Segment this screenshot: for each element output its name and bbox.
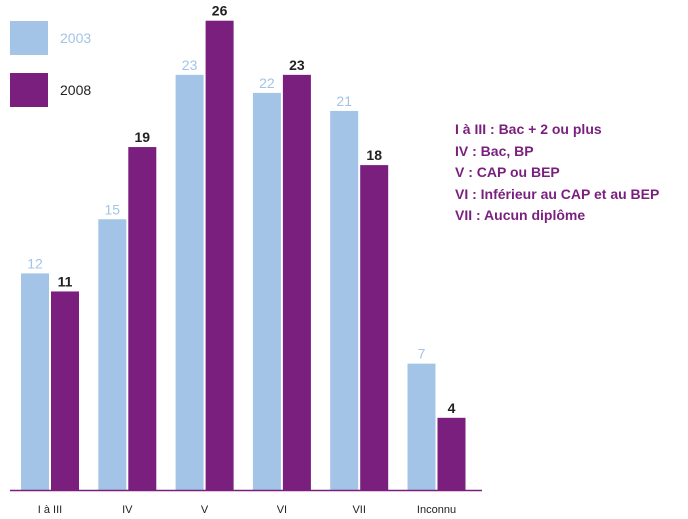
legend-label-2008: 2008	[60, 82, 92, 98]
legend-swatch-2003	[10, 21, 48, 55]
x-tick-label: VII	[352, 504, 365, 516]
data-label-2008-I à III: 11	[58, 273, 73, 289]
data-label-2003-Inconnu: 7	[418, 346, 426, 362]
bar-2008-IV	[128, 147, 157, 491]
note-line: IV : Bac, BP	[455, 142, 534, 159]
bar-2008-V	[205, 20, 234, 490]
bar-2003-VII	[330, 110, 359, 490]
bar-2003-V	[175, 74, 204, 490]
data-label-2003-I à III: 12	[27, 255, 43, 271]
bar-2003-Inconnu	[407, 363, 436, 490]
bar-2003-IV	[98, 219, 127, 490]
x-tick-label: I à III	[38, 504, 62, 516]
data-label-2008-VI: 23	[289, 57, 305, 73]
note-line: I à III : Bac + 2 ou plus	[455, 121, 602, 137]
bar-2003-VI	[252, 92, 281, 491]
note-line: VI : Inférieur au CAP et au BEP	[455, 185, 660, 202]
bar-2008-I à III	[51, 291, 79, 490]
data-label-2003-IV: 15	[105, 201, 121, 217]
data-label-2008-Inconnu: 4	[448, 400, 456, 416]
x-tick-label: VI	[277, 504, 287, 516]
note-line: V : CAP ou BEP	[455, 164, 560, 180]
data-label-2003-VII: 21	[336, 93, 352, 109]
legend-swatch-2008	[10, 73, 48, 107]
x-tick-label: Inconnu	[417, 504, 456, 516]
bar-2003-I à III	[21, 273, 49, 490]
bar-2008-VI	[282, 74, 311, 490]
data-label-2008-V: 26	[212, 3, 228, 19]
x-tick-label: IV	[122, 504, 133, 516]
data-label-2003-V: 23	[182, 57, 198, 73]
bar-2008-VII	[360, 165, 389, 490]
x-tick-label: V	[201, 504, 209, 516]
category-notes: I à III : Bac + 2 ou plus IV : Bac, BP V…	[455, 119, 659, 227]
data-label-2008-VII: 18	[366, 147, 382, 163]
data-label-2003-VI: 22	[259, 75, 275, 91]
note-line: VII : Aucun diplôme	[455, 207, 586, 223]
legend-label-2003: 2003	[60, 30, 92, 46]
data-label-2008-IV: 19	[135, 129, 151, 145]
bar-2008-Inconnu	[437, 417, 466, 490]
